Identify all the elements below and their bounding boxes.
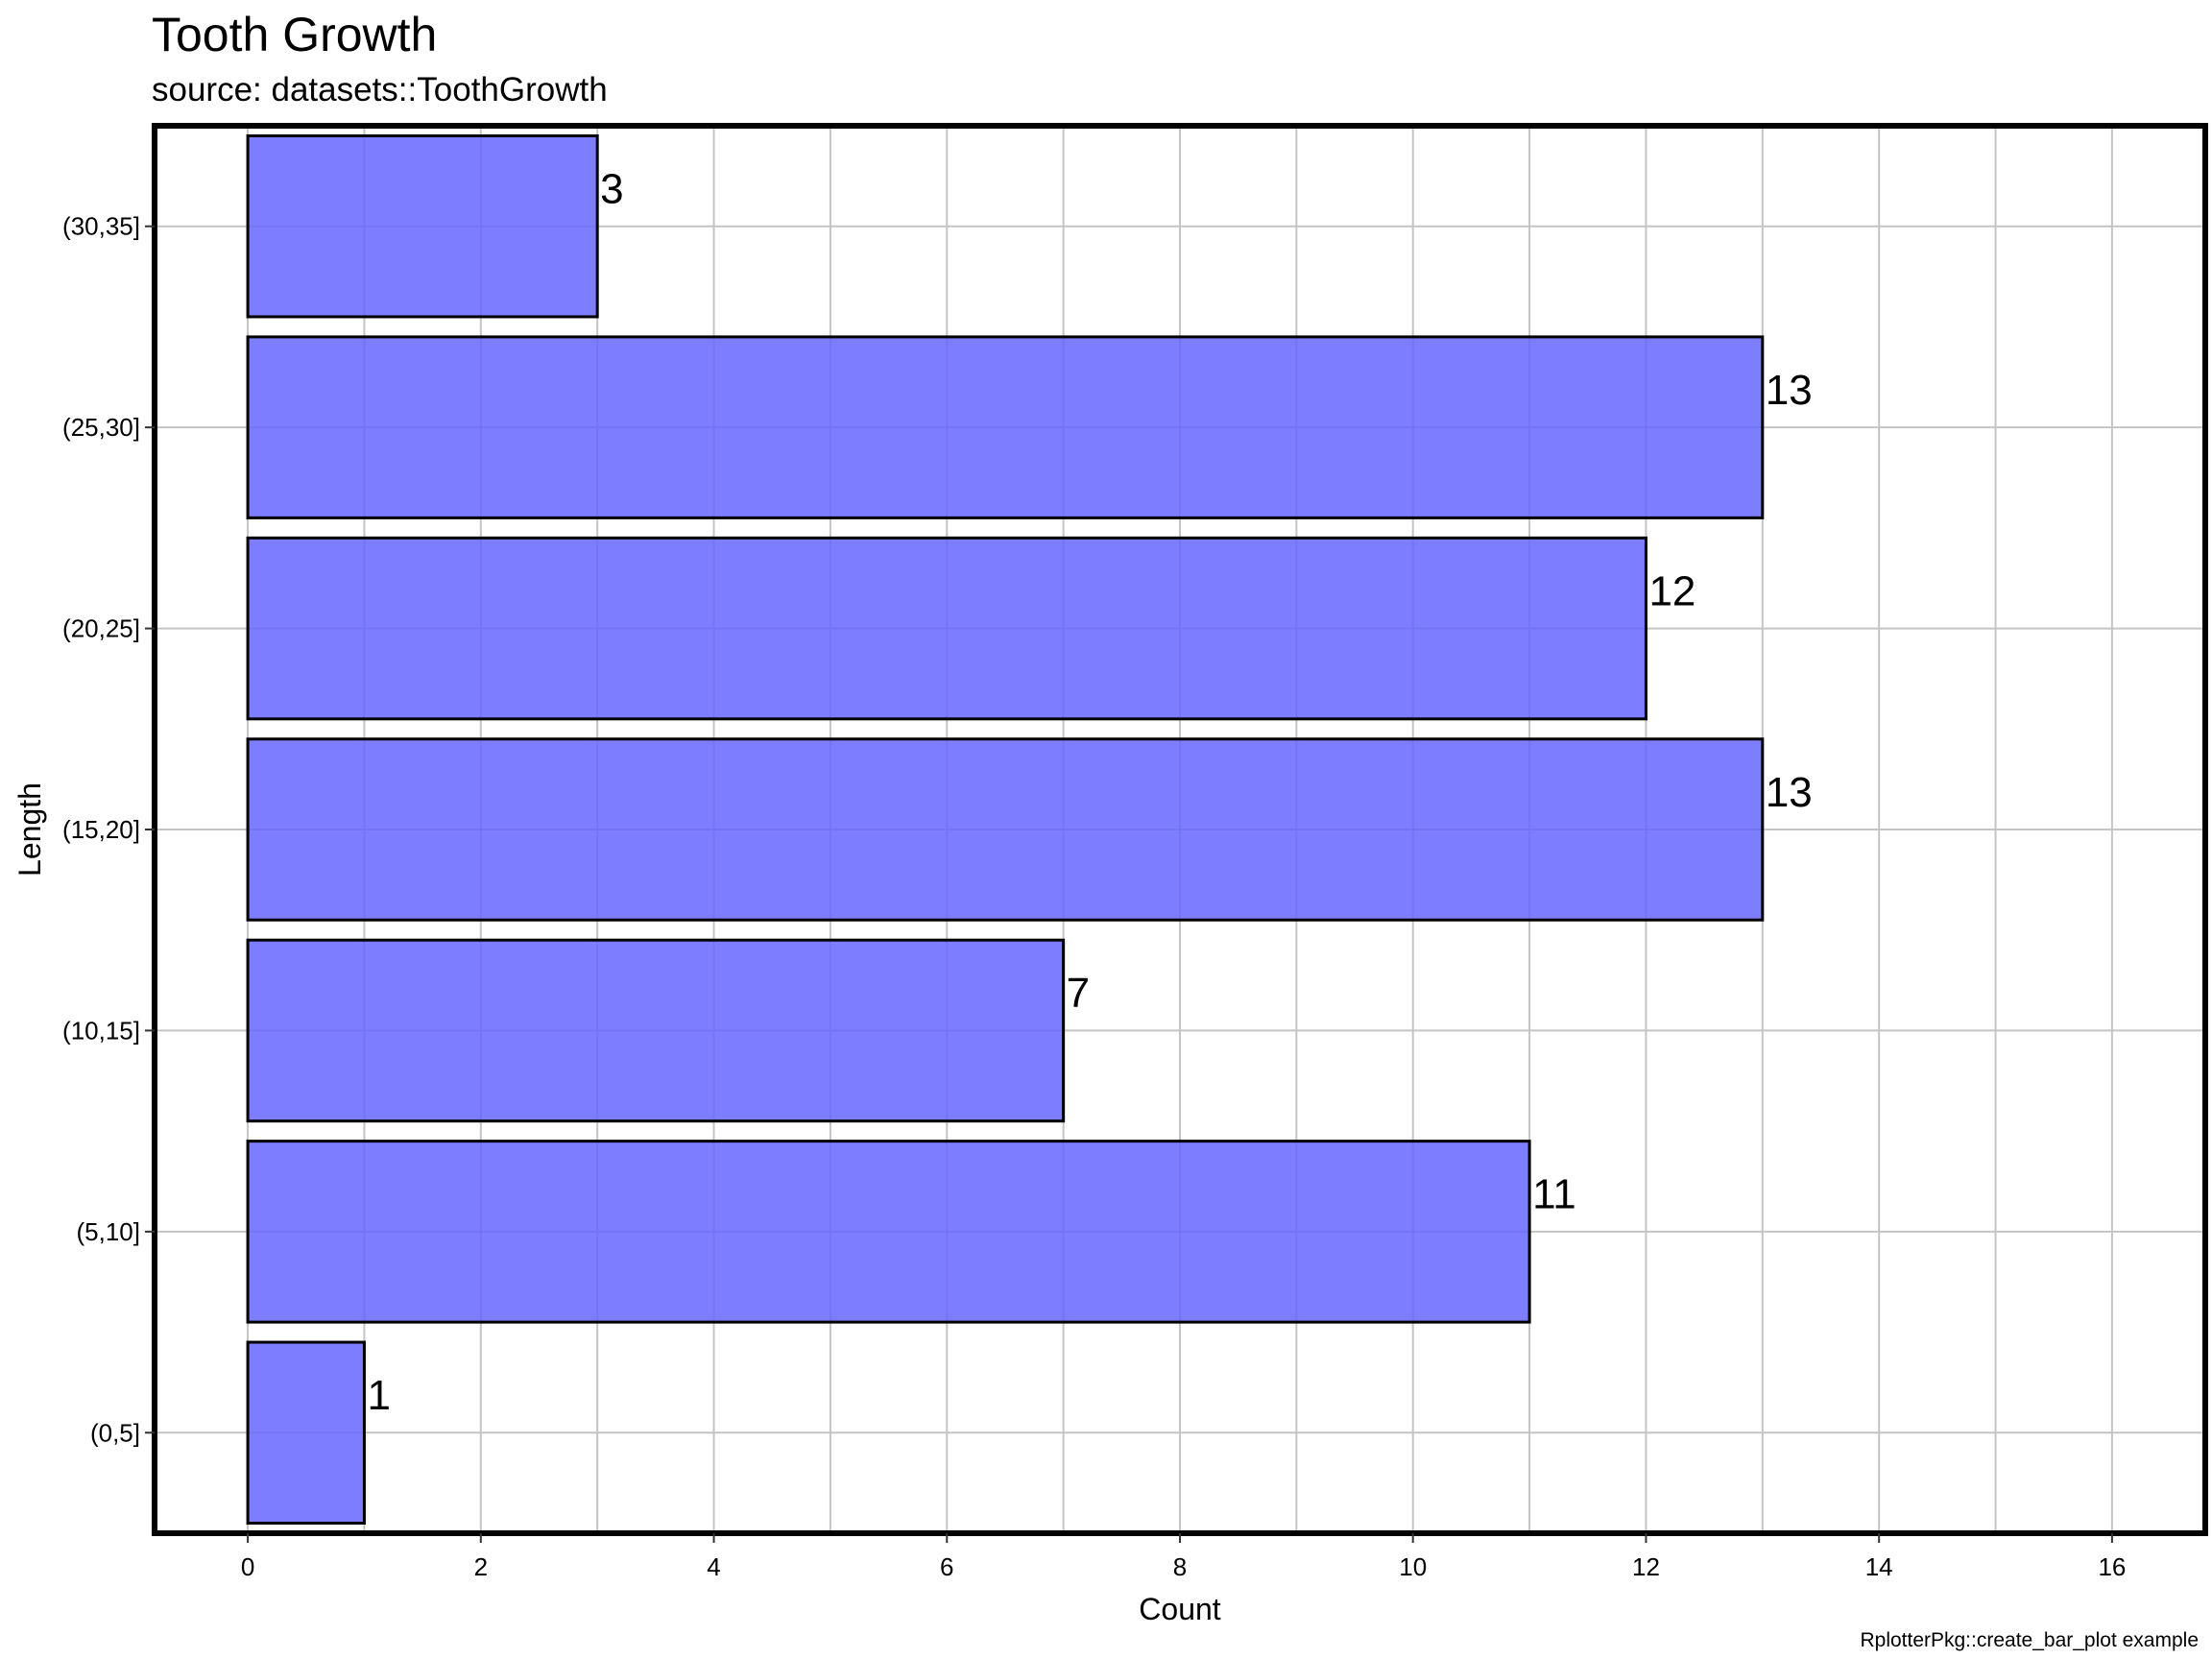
x-axis-title: Count [1139, 1592, 1221, 1626]
x-tick-label: 12 [1632, 1552, 1660, 1581]
bar-(5,10] [246, 1140, 1531, 1324]
bar-(20,25] [246, 536, 1647, 721]
y-tick-label: (25,30] [62, 413, 140, 442]
y-axis-title: Length [12, 782, 47, 877]
bars [246, 133, 1765, 1526]
x-tick-label: 10 [1399, 1552, 1427, 1581]
y-tick-label: (0,5] [90, 1418, 140, 1447]
x-tick-label: 14 [1865, 1552, 1893, 1581]
y-tick-label: (5,10] [77, 1217, 141, 1246]
x-tick-label: 8 [1173, 1552, 1187, 1581]
x-tick-label: 0 [241, 1552, 254, 1581]
x-tick-label: 6 [940, 1552, 953, 1581]
axes: 0 2 4 6 8 10 12 14 16 (0,5] (5,10] (10,15] (15,20] (2… [62, 212, 2126, 1581]
bar-(10,15] [246, 938, 1066, 1123]
data-label: 3 [600, 165, 623, 212]
bar-(15,20] [246, 737, 1765, 922]
data-label: 11 [1532, 1171, 1576, 1218]
data-label: 13 [1766, 367, 1813, 414]
bar-(30,35] [246, 133, 599, 319]
chart-caption: RplotterPkg::create_bar_plot example [1860, 1629, 2199, 1651]
y-tick-label: (30,35] [62, 212, 140, 241]
data-label: 1 [367, 1372, 390, 1419]
chart-title: Tooth Growth [152, 8, 438, 61]
y-tick-label: (15,20] [62, 815, 140, 844]
data-label: 12 [1648, 567, 1695, 614]
y-tick-label: (10,15] [62, 1016, 140, 1045]
chart-subtitle: source: datasets::ToothGrowth [152, 71, 608, 108]
x-tick-label: 16 [2098, 1552, 2126, 1581]
y-tick-label: (20,25] [62, 614, 140, 643]
bar-(25,30] [246, 335, 1765, 519]
x-tick-label: 2 [474, 1552, 488, 1581]
x-tick-label: 4 [707, 1552, 720, 1581]
data-label: 13 [1766, 769, 1813, 816]
data-label: 7 [1067, 970, 1090, 1017]
bar-(0,5] [246, 1340, 366, 1526]
